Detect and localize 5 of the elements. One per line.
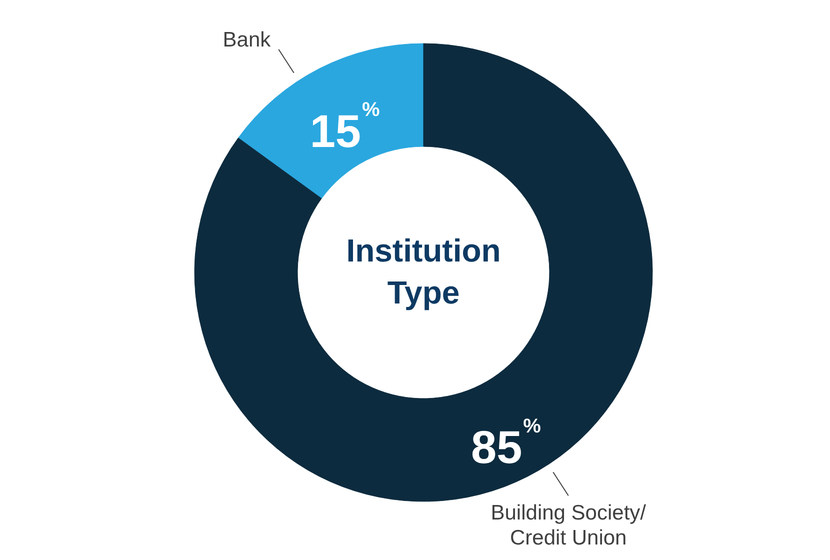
data-label: 15%	[310, 99, 380, 157]
text: Institution Type	[346, 232, 501, 310]
slice-label: Bank	[222, 28, 272, 52]
slice-label: Building Society/ Credit Union	[490, 502, 646, 550]
data-label: 85%	[471, 416, 542, 474]
